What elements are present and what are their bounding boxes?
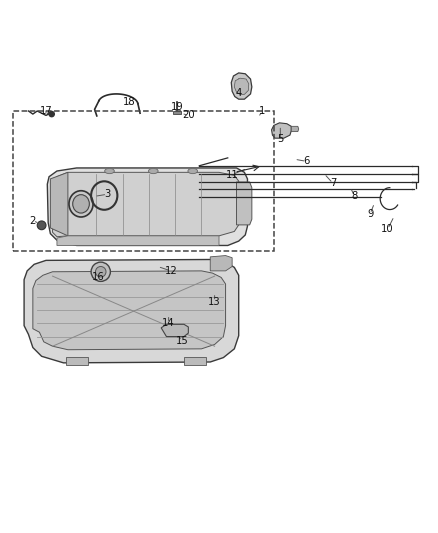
Bar	[184, 357, 206, 365]
Ellipse shape	[188, 168, 198, 174]
Circle shape	[95, 266, 106, 277]
Circle shape	[49, 111, 54, 117]
Text: 9: 9	[367, 209, 373, 219]
Polygon shape	[234, 78, 249, 94]
Text: 17: 17	[39, 106, 53, 116]
Polygon shape	[50, 172, 68, 236]
Ellipse shape	[73, 195, 89, 213]
Text: 2: 2	[30, 215, 36, 225]
Polygon shape	[57, 236, 219, 246]
Text: 14: 14	[162, 318, 175, 328]
Polygon shape	[47, 168, 247, 246]
Text: 18: 18	[123, 97, 135, 107]
Text: 19: 19	[171, 102, 184, 111]
Circle shape	[37, 221, 46, 230]
Text: 13: 13	[208, 296, 221, 306]
Text: 10: 10	[381, 224, 394, 235]
Text: 12: 12	[164, 266, 177, 276]
Polygon shape	[33, 271, 226, 350]
Text: 3: 3	[104, 189, 110, 199]
Circle shape	[91, 262, 110, 281]
Polygon shape	[272, 123, 291, 138]
Ellipse shape	[148, 168, 158, 174]
Text: 6: 6	[304, 156, 310, 166]
Text: 20: 20	[182, 110, 194, 120]
Polygon shape	[291, 126, 299, 132]
Polygon shape	[161, 324, 188, 336]
Ellipse shape	[105, 168, 114, 174]
Text: 11: 11	[226, 169, 239, 180]
Polygon shape	[24, 260, 239, 363]
Polygon shape	[53, 172, 239, 237]
Bar	[13, 111, 274, 251]
Text: 7: 7	[330, 178, 336, 188]
Text: 1: 1	[259, 106, 265, 116]
Bar	[173, 110, 181, 114]
Polygon shape	[231, 73, 252, 99]
Polygon shape	[210, 255, 232, 271]
Text: 15: 15	[175, 336, 188, 346]
Text: 4: 4	[236, 88, 242, 99]
Text: 8: 8	[352, 191, 358, 201]
Ellipse shape	[69, 191, 93, 217]
Text: 5: 5	[277, 134, 283, 144]
Bar	[66, 357, 88, 365]
Polygon shape	[237, 182, 252, 225]
Text: 16: 16	[92, 272, 105, 282]
